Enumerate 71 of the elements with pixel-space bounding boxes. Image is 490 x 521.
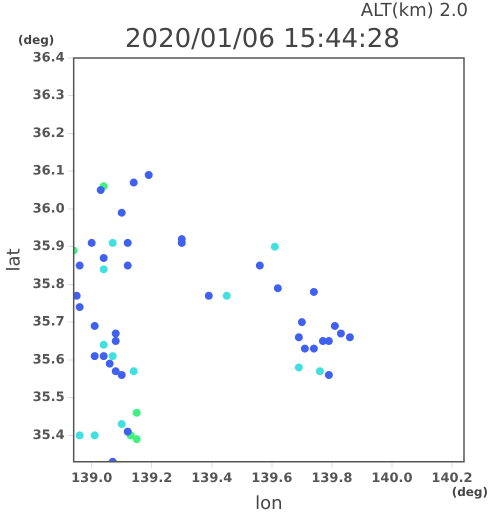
point: [310, 344, 318, 353]
y-tick-label: 36.1: [32, 164, 65, 179]
x-axis-title: lon: [255, 492, 283, 514]
point: [310, 288, 318, 296]
point: [324, 371, 333, 379]
point: [204, 292, 213, 300]
point: [74, 292, 81, 300]
point: [100, 340, 108, 349]
point: [90, 431, 99, 440]
x-tick-label: 139.0: [71, 470, 112, 486]
point: [100, 352, 108, 360]
point: [90, 322, 99, 330]
y-tick-label: 36.3: [32, 88, 65, 104]
point: [346, 333, 354, 342]
point: [100, 265, 108, 274]
point: [274, 284, 282, 292]
point: [294, 333, 303, 342]
y-tick-label: 35.9: [32, 239, 65, 254]
point: [100, 254, 108, 262]
y-tick-label: 35.6: [32, 352, 65, 368]
point: [108, 238, 117, 247]
x-tick-label: 140.0: [371, 470, 412, 486]
point: [256, 262, 264, 270]
point: [298, 318, 306, 326]
text: (deg): [452, 485, 488, 499]
point: [336, 329, 345, 338]
y-tick-label: 35.8: [32, 276, 65, 292]
point: [118, 420, 126, 428]
chart-title: 2020/01/06 15:44:28: [125, 24, 400, 54]
point: [270, 242, 279, 251]
point: [294, 363, 303, 372]
point: [108, 352, 117, 360]
point: [132, 408, 141, 417]
y-axis-title: lat: [3, 248, 24, 272]
point: [132, 435, 141, 444]
point: [130, 367, 138, 376]
point: [112, 329, 120, 338]
point: [316, 367, 324, 376]
y-tick-label: 35.7: [32, 314, 65, 330]
x-tick-label: 139.8: [311, 470, 352, 486]
x-tick-label: 139.6: [251, 470, 292, 486]
point: [124, 238, 132, 247]
y-tick-label: 35.4: [32, 428, 65, 443]
point: [118, 208, 126, 217]
point: [300, 344, 309, 353]
point: [124, 428, 132, 436]
point: [106, 360, 114, 368]
y-tick-label: 35.5: [32, 390, 65, 406]
chart-subtitle: ALT(km) 2.0: [360, 0, 468, 21]
x-tick-label: 140.2: [431, 470, 473, 486]
point: [222, 292, 231, 300]
point: [76, 303, 84, 312]
x-tick-label: 139.4: [191, 470, 232, 486]
point: [96, 186, 105, 194]
text: (deg): [18, 33, 54, 47]
point: [112, 367, 120, 376]
point: [324, 337, 333, 346]
point: [144, 170, 153, 179]
point: [130, 178, 138, 187]
point: [124, 262, 132, 270]
y-tick-label: 36.0: [32, 201, 65, 216]
point: [112, 337, 120, 346]
point: [90, 352, 99, 360]
point: [88, 238, 96, 247]
y-tick-label: 36.4: [32, 50, 65, 66]
x-tick-label: 139.2: [131, 470, 172, 486]
point: [76, 262, 84, 270]
point: [330, 322, 339, 330]
point: [118, 371, 126, 379]
point: [76, 431, 84, 440]
y-tick-label: 36.2: [32, 126, 65, 141]
